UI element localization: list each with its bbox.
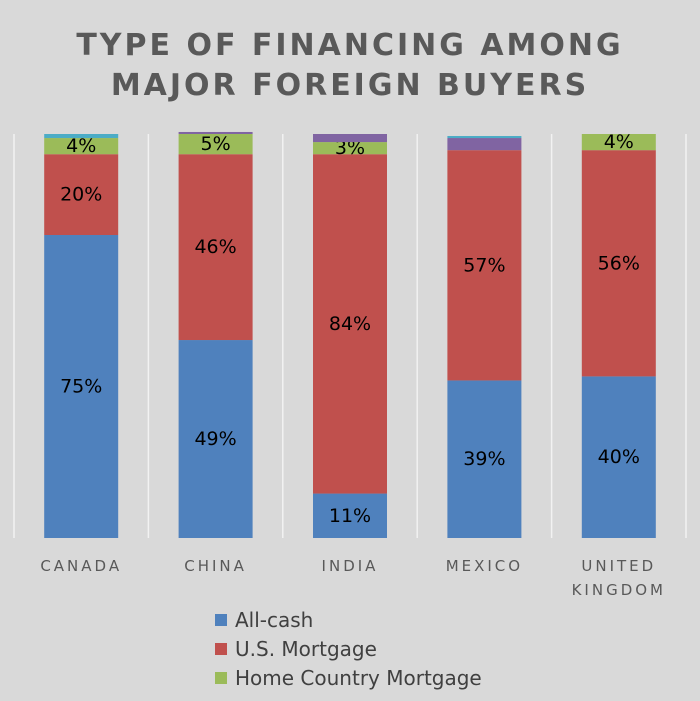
data-label-u-s-mortgage-mexico: 57% <box>463 254 505 276</box>
data-label-home-country-mortgage-china: 5% <box>201 133 231 155</box>
bar-all-cash-canada <box>44 235 119 538</box>
bar-other-2-mexico <box>447 136 522 139</box>
bar-u-s-mortgage-mexico <box>447 150 522 381</box>
chart-title-line-2: MAJOR FOREIGN BUYERS <box>110 68 590 103</box>
data-label-home-country-mortgage-canada: 4% <box>66 135 96 157</box>
bar-home-country-mortgage-india <box>313 142 387 155</box>
bar-home-country-mortgage-china <box>178 134 253 155</box>
chart-title-line-1: TYPE OF FINANCING AMONG <box>76 28 624 63</box>
data-label-all-cash-china: 49% <box>194 428 236 450</box>
bar-other-1-china <box>178 131 253 134</box>
bar-u-s-mortgage-india <box>313 154 387 494</box>
bar-u-s-mortgage-canada <box>44 154 119 235</box>
category-label-united-kingdom-line-1: UNITED <box>581 557 656 575</box>
data-label-all-cash-india: 11% <box>329 505 371 527</box>
category-label-india: INDIA <box>322 557 379 575</box>
legend-swatch-all-cash <box>215 613 227 626</box>
legend-item-all-cash: All-cash <box>215 605 482 634</box>
legend-swatch-home-country-mortgage <box>215 671 227 684</box>
legend-swatch-us-mortgage <box>215 642 227 655</box>
data-label-u-s-mortgage-china: 46% <box>194 236 236 258</box>
category-label-united-kingdom-line-2: KINGDOM <box>572 581 666 599</box>
data-label-all-cash-canada: 75% <box>60 376 102 398</box>
legend-label-us-mortgage: U.S. Mortgage <box>235 636 377 661</box>
chart-title: TYPE OF FINANCING AMONG MAJOR FOREIGN BU… <box>0 26 700 106</box>
legend-label-all-cash: All-cash <box>235 607 314 632</box>
data-label-all-cash-united-kingdom: 40% <box>598 446 640 468</box>
bar-other-1-mexico <box>447 138 522 151</box>
category-label-china: CHINA <box>184 557 247 575</box>
data-label-home-country-mortgage-united-kingdom: 4% <box>604 131 634 153</box>
bar-u-s-mortgage-china <box>178 154 253 341</box>
bar-other-2-canada <box>44 134 119 139</box>
bar-all-cash-india <box>313 493 387 538</box>
legend-item-home-country-mortgage: Home Country Mortgage <box>215 663 482 692</box>
bar-home-country-mortgage-canada <box>44 138 119 155</box>
legend: All-cash U.S. Mortgage Home Country Mort… <box>215 605 482 692</box>
bar-other-1-india <box>313 134 387 143</box>
data-label-home-country-mortgage-india: 3% <box>335 137 365 159</box>
bar-home-country-mortgage-united-kingdom <box>581 134 656 151</box>
data-label-all-cash-mexico: 39% <box>463 448 505 470</box>
data-label-u-s-mortgage-united-kingdom: 56% <box>598 252 640 274</box>
category-label-canada: CANADA <box>40 557 122 575</box>
bar-all-cash-united-kingdom <box>581 376 656 538</box>
data-label-u-s-mortgage-canada: 20% <box>60 184 102 206</box>
bar-u-s-mortgage-united-kingdom <box>581 150 656 377</box>
legend-label-home-country-mortgage: Home Country Mortgage <box>235 665 482 690</box>
bar-all-cash-mexico <box>447 380 522 538</box>
data-label-u-s-mortgage-india: 84% <box>329 313 371 335</box>
category-label-mexico: MEXICO <box>446 557 523 575</box>
legend-item-us-mortgage: U.S. Mortgage <box>215 634 482 663</box>
bar-all-cash-china <box>178 340 253 538</box>
